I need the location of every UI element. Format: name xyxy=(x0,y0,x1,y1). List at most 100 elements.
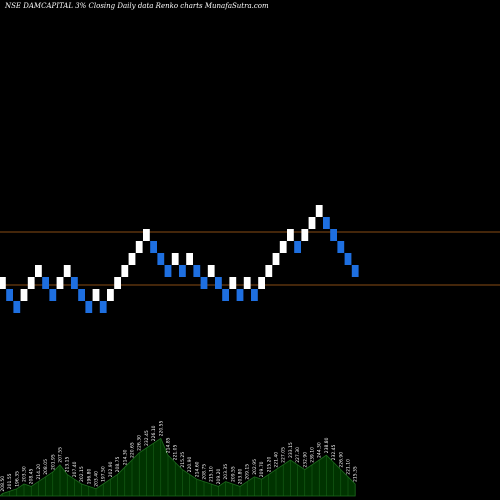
up-brick xyxy=(121,265,129,277)
brick-close-label: 214.20 xyxy=(36,464,42,480)
brick-close-label: 215.10 xyxy=(209,466,215,482)
up-brick xyxy=(128,253,136,265)
up-brick xyxy=(35,265,42,277)
brick-close-label: 244.30 xyxy=(317,442,323,458)
up-brick xyxy=(279,241,287,253)
brick-close-label: 232.45 xyxy=(144,430,150,446)
up-brick xyxy=(258,277,265,289)
down-brick xyxy=(179,265,186,277)
brick-close-label: 220.90 xyxy=(187,457,193,473)
chart-title: NSE DAMCAPITAL 3% Closing Daily data Ren… xyxy=(4,2,269,10)
up-brick xyxy=(107,289,114,301)
brick-close-label: 207.55 xyxy=(58,447,64,463)
down-brick xyxy=(85,301,93,313)
brick-close-label: 203.30 xyxy=(22,466,28,482)
up-brick xyxy=(27,277,35,289)
down-brick xyxy=(351,265,359,277)
brick-close-label: 208.75 xyxy=(202,464,208,480)
brick-close-label: 227.30 xyxy=(295,447,301,463)
down-brick xyxy=(337,241,345,253)
brick-close-label: 203.40 xyxy=(94,471,100,487)
brick-close-label: 221.40 xyxy=(274,452,280,468)
down-brick xyxy=(193,265,201,277)
up-brick xyxy=(92,289,100,301)
brick-close-label: 226.30 xyxy=(137,435,143,451)
brick-close-label: 214.60 xyxy=(194,461,200,477)
up-brick xyxy=(135,241,143,253)
down-brick xyxy=(215,277,222,289)
down-brick xyxy=(222,289,229,301)
brick-close-label: 201.95 xyxy=(50,454,56,470)
up-brick xyxy=(114,277,121,289)
brick-close-label: 202.90 xyxy=(108,461,114,477)
down-brick xyxy=(294,241,301,253)
brick-close-label: 221.10 xyxy=(346,459,352,475)
brick-close-label: 233.15 xyxy=(288,442,294,458)
brick-close-label: 203.80 xyxy=(238,469,244,485)
brick-close-label: 208.75 xyxy=(115,457,121,473)
brick-close-labels: 208.50 201.55 196.35 203.30 208.45 214.20 208.… xyxy=(0,421,359,492)
brick-close-label: 220.55 xyxy=(158,421,164,437)
up-brick xyxy=(186,253,193,265)
down-brick xyxy=(13,301,21,313)
down-brick xyxy=(78,289,85,301)
brick-close-label: 207.40 xyxy=(72,461,78,477)
up-brick xyxy=(20,289,28,301)
brick-close-label: 226.10 xyxy=(151,425,157,441)
brick-close-label: 196.80 xyxy=(86,469,92,485)
brick-close-label: 208.05 xyxy=(43,459,49,475)
down-brick xyxy=(150,241,157,253)
down-brick xyxy=(251,289,258,301)
brick-close-label: 227.05 xyxy=(281,447,287,463)
brick-close-label: 196.35 xyxy=(14,471,20,487)
down-brick xyxy=(200,277,208,289)
down-brick xyxy=(157,253,165,265)
up-brick xyxy=(0,277,6,289)
brick-close-label: 214.30 xyxy=(122,449,128,465)
brick-close-label: 208.50 xyxy=(0,476,6,492)
down-brick xyxy=(71,277,78,289)
brick-close-label: 209.55 xyxy=(230,466,236,482)
brick-close-label: 215.35 xyxy=(353,466,359,482)
brick-close-label: 213.15 xyxy=(65,457,71,473)
down-brick xyxy=(323,217,330,229)
up-brick xyxy=(63,265,71,277)
brick-close-label: 215.20 xyxy=(266,457,272,473)
brick-close-label: 238.80 xyxy=(324,437,330,453)
down-brick xyxy=(236,289,244,301)
brick-close-label: 209.20 xyxy=(216,469,222,485)
renko-bricks xyxy=(0,205,359,313)
up-brick xyxy=(56,277,64,289)
brick-close-label: 221.05 xyxy=(173,445,179,461)
up-brick xyxy=(301,229,309,241)
brick-close-label: 202.95 xyxy=(252,459,258,475)
down-brick xyxy=(99,301,107,313)
brick-close-label: 215.25 xyxy=(180,452,186,468)
up-brick xyxy=(171,253,179,265)
brick-close-label: 214.85 xyxy=(166,437,172,453)
brick-close-label: 226.90 xyxy=(338,452,344,468)
down-brick xyxy=(164,265,172,277)
brick-close-label: 209.70 xyxy=(259,461,265,477)
up-brick xyxy=(229,277,237,289)
brick-close-label: 239.10 xyxy=(310,447,316,463)
down-brick xyxy=(344,253,352,265)
down-brick xyxy=(49,289,57,301)
brick-close-label: 232.90 xyxy=(302,452,308,468)
down-brick xyxy=(330,229,337,241)
brick-close-label: 202.15 xyxy=(79,466,85,482)
up-brick xyxy=(315,205,323,217)
volume-area xyxy=(0,437,356,497)
up-brick xyxy=(265,265,273,277)
up-brick xyxy=(243,277,251,289)
brick-close-label: 201.55 xyxy=(7,473,13,489)
up-brick xyxy=(207,265,215,277)
brick-close-label: 220.65 xyxy=(130,442,136,458)
down-brick xyxy=(6,289,13,301)
brick-close-label: 208.45 xyxy=(29,469,35,485)
up-brick xyxy=(143,229,150,241)
brick-close-label: 197.50 xyxy=(101,466,107,482)
up-brick xyxy=(287,229,294,241)
